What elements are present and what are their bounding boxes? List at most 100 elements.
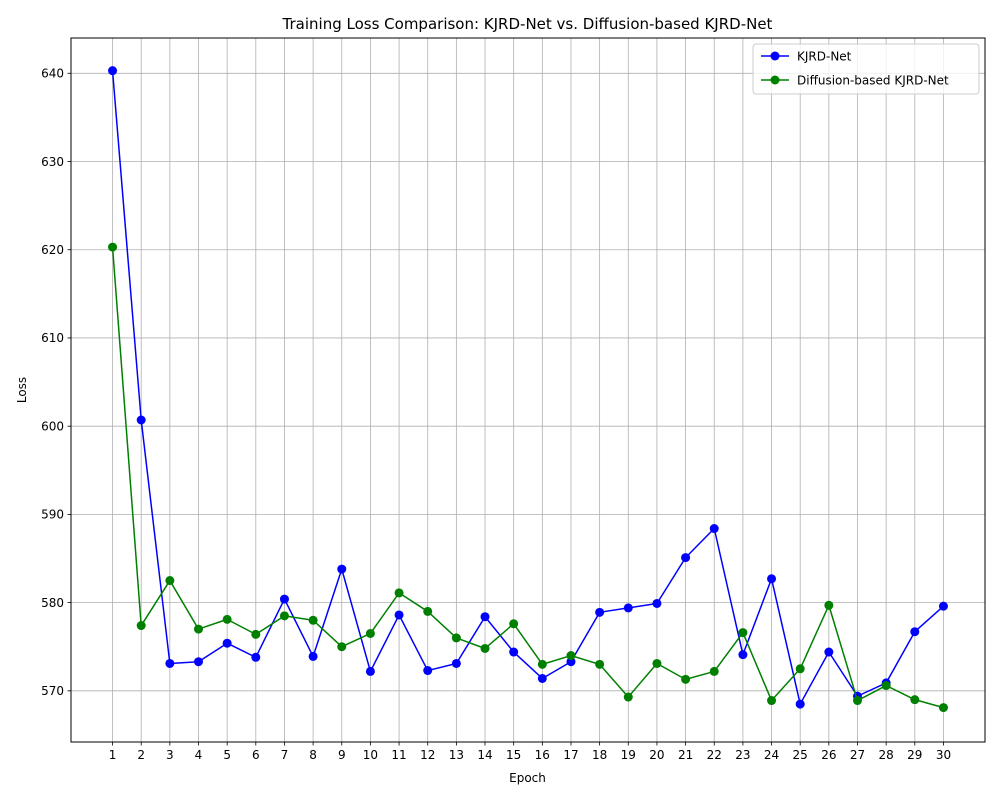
data-point-diffusion-kjrd-net [365, 628, 375, 638]
data-point-diffusion-kjrd-net [824, 600, 834, 610]
x-tick-label: 3 [166, 748, 174, 762]
data-point-kjrd-net [938, 601, 948, 611]
data-point-diffusion-kjrd-net [881, 681, 891, 691]
data-point-kjrd-net [279, 594, 289, 604]
data-point-diffusion-kjrd-net [852, 696, 862, 706]
legend-box [752, 43, 980, 95]
data-point-diffusion-kjrd-net [767, 696, 777, 706]
data-point-kjrd-net [108, 66, 118, 76]
x-tick-label: 21 [678, 748, 693, 762]
data-point-kjrd-net [423, 666, 433, 676]
series-layer [108, 66, 948, 713]
x-tick-label: 27 [850, 748, 865, 762]
y-tick-label: 600 [41, 419, 64, 433]
x-tick-label: 5 [223, 748, 231, 762]
data-point-kjrd-net [738, 650, 748, 660]
data-point-kjrd-net [566, 657, 576, 667]
data-point-diffusion-kjrd-net [108, 242, 118, 252]
data-point-kjrd-net [910, 627, 920, 637]
y-tick-label: 630 [41, 155, 64, 169]
data-point-diffusion-kjrd-net [136, 621, 146, 631]
data-point-kjrd-net [537, 673, 547, 683]
data-point-kjrd-net [652, 598, 662, 608]
x-tick-label: 13 [449, 748, 464, 762]
data-point-kjrd-net [136, 415, 146, 425]
x-tick-label: 9 [338, 748, 346, 762]
data-point-kjrd-net [480, 612, 490, 622]
x-tick-label: 24 [764, 748, 779, 762]
data-point-diffusion-kjrd-net [251, 629, 261, 639]
data-point-kjrd-net [709, 524, 719, 534]
x-tick-label: 15 [506, 748, 521, 762]
y-axis-ticks: 570 580 590 600 610 620 630 640 [41, 67, 71, 698]
data-point-diffusion-kjrd-net [681, 674, 691, 684]
x-tick-label: 18 [592, 748, 607, 762]
data-point-diffusion-kjrd-net [222, 614, 232, 624]
x-axis-ticks: 1 2 3 4 5 6 7 8 9 10 11 12 13 14 15 16 17 18 19 20 21 22 23 24 2… [109, 742, 951, 762]
y-tick-label: 570 [41, 684, 64, 698]
legend-label-kjrd-net: KJRD-Net [797, 50, 852, 64]
data-point-kjrd-net [222, 638, 232, 648]
data-point-kjrd-net [194, 657, 204, 667]
x-tick-label: 6 [252, 748, 260, 762]
y-tick-label: 620 [41, 243, 64, 257]
data-point-kjrd-net [251, 652, 261, 662]
data-point-kjrd-net [365, 666, 375, 676]
data-point-diffusion-kjrd-net [652, 658, 662, 668]
data-point-diffusion-kjrd-net [194, 624, 204, 634]
data-point-diffusion-kjrd-net [795, 664, 805, 674]
data-point-diffusion-kjrd-net [337, 642, 347, 652]
data-point-kjrd-net [337, 564, 347, 574]
data-point-diffusion-kjrd-net [423, 606, 433, 616]
plot-frame [70, 37, 986, 743]
x-tick-label: 7 [281, 748, 289, 762]
data-point-diffusion-kjrd-net [451, 633, 461, 643]
x-axis-label: Epoch [509, 771, 546, 785]
data-point-kjrd-net [824, 647, 834, 657]
series-line-diffusion-kjrd-net [111, 247, 944, 709]
data-point-kjrd-net [595, 607, 605, 617]
data-point-kjrd-net [308, 651, 318, 661]
y-tick-label: 590 [41, 508, 64, 522]
y-tick-label: 580 [41, 596, 64, 610]
x-tick-label: 29 [907, 748, 922, 762]
data-point-diffusion-kjrd-net [165, 576, 175, 586]
data-point-diffusion-kjrd-net [308, 615, 318, 625]
y-tick-label: 640 [41, 67, 64, 81]
data-point-diffusion-kjrd-net [623, 692, 633, 702]
data-point-diffusion-kjrd-net [566, 651, 576, 661]
data-point-kjrd-net [394, 610, 404, 620]
x-tick-label: 22 [707, 748, 722, 762]
x-tick-label: 19 [621, 748, 636, 762]
x-tick-label: 2 [137, 748, 145, 762]
data-point-diffusion-kjrd-net [279, 611, 289, 621]
x-tick-label: 25 [793, 748, 808, 762]
x-tick-label: 30 [936, 748, 951, 762]
data-point-diffusion-kjrd-net [509, 619, 519, 629]
chart-title: Training Loss Comparison: KJRD-Net vs. D… [282, 15, 773, 33]
legend-label-diffusion-kjrd-net: Diffusion-based KJRD-Net [797, 74, 949, 88]
data-point-kjrd-net [623, 603, 633, 613]
x-tick-label: 17 [563, 748, 578, 762]
x-tick-label: 16 [535, 748, 550, 762]
x-tick-label: 1 [109, 748, 117, 762]
legend: KJRD-Net Diffusion-based KJRD-Net [752, 43, 980, 95]
data-point-diffusion-kjrd-net [537, 659, 547, 669]
series-line-kjrd-net [111, 70, 944, 705]
data-point-kjrd-net [509, 647, 519, 657]
legend-marker-kjrd-net [770, 51, 780, 61]
x-tick-label: 26 [821, 748, 836, 762]
data-point-diffusion-kjrd-net [938, 703, 948, 713]
legend-marker-diffusion-kjrd-net [770, 75, 780, 85]
data-point-kjrd-net [165, 658, 175, 668]
data-point-kjrd-net [681, 553, 691, 563]
x-tick-label: 11 [391, 748, 406, 762]
x-tick-label: 23 [735, 748, 750, 762]
x-tick-label: 20 [649, 748, 664, 762]
data-point-kjrd-net [795, 699, 805, 709]
y-tick-label: 610 [41, 331, 64, 345]
data-point-kjrd-net [451, 658, 461, 668]
y-axis-label: Loss [15, 377, 29, 403]
